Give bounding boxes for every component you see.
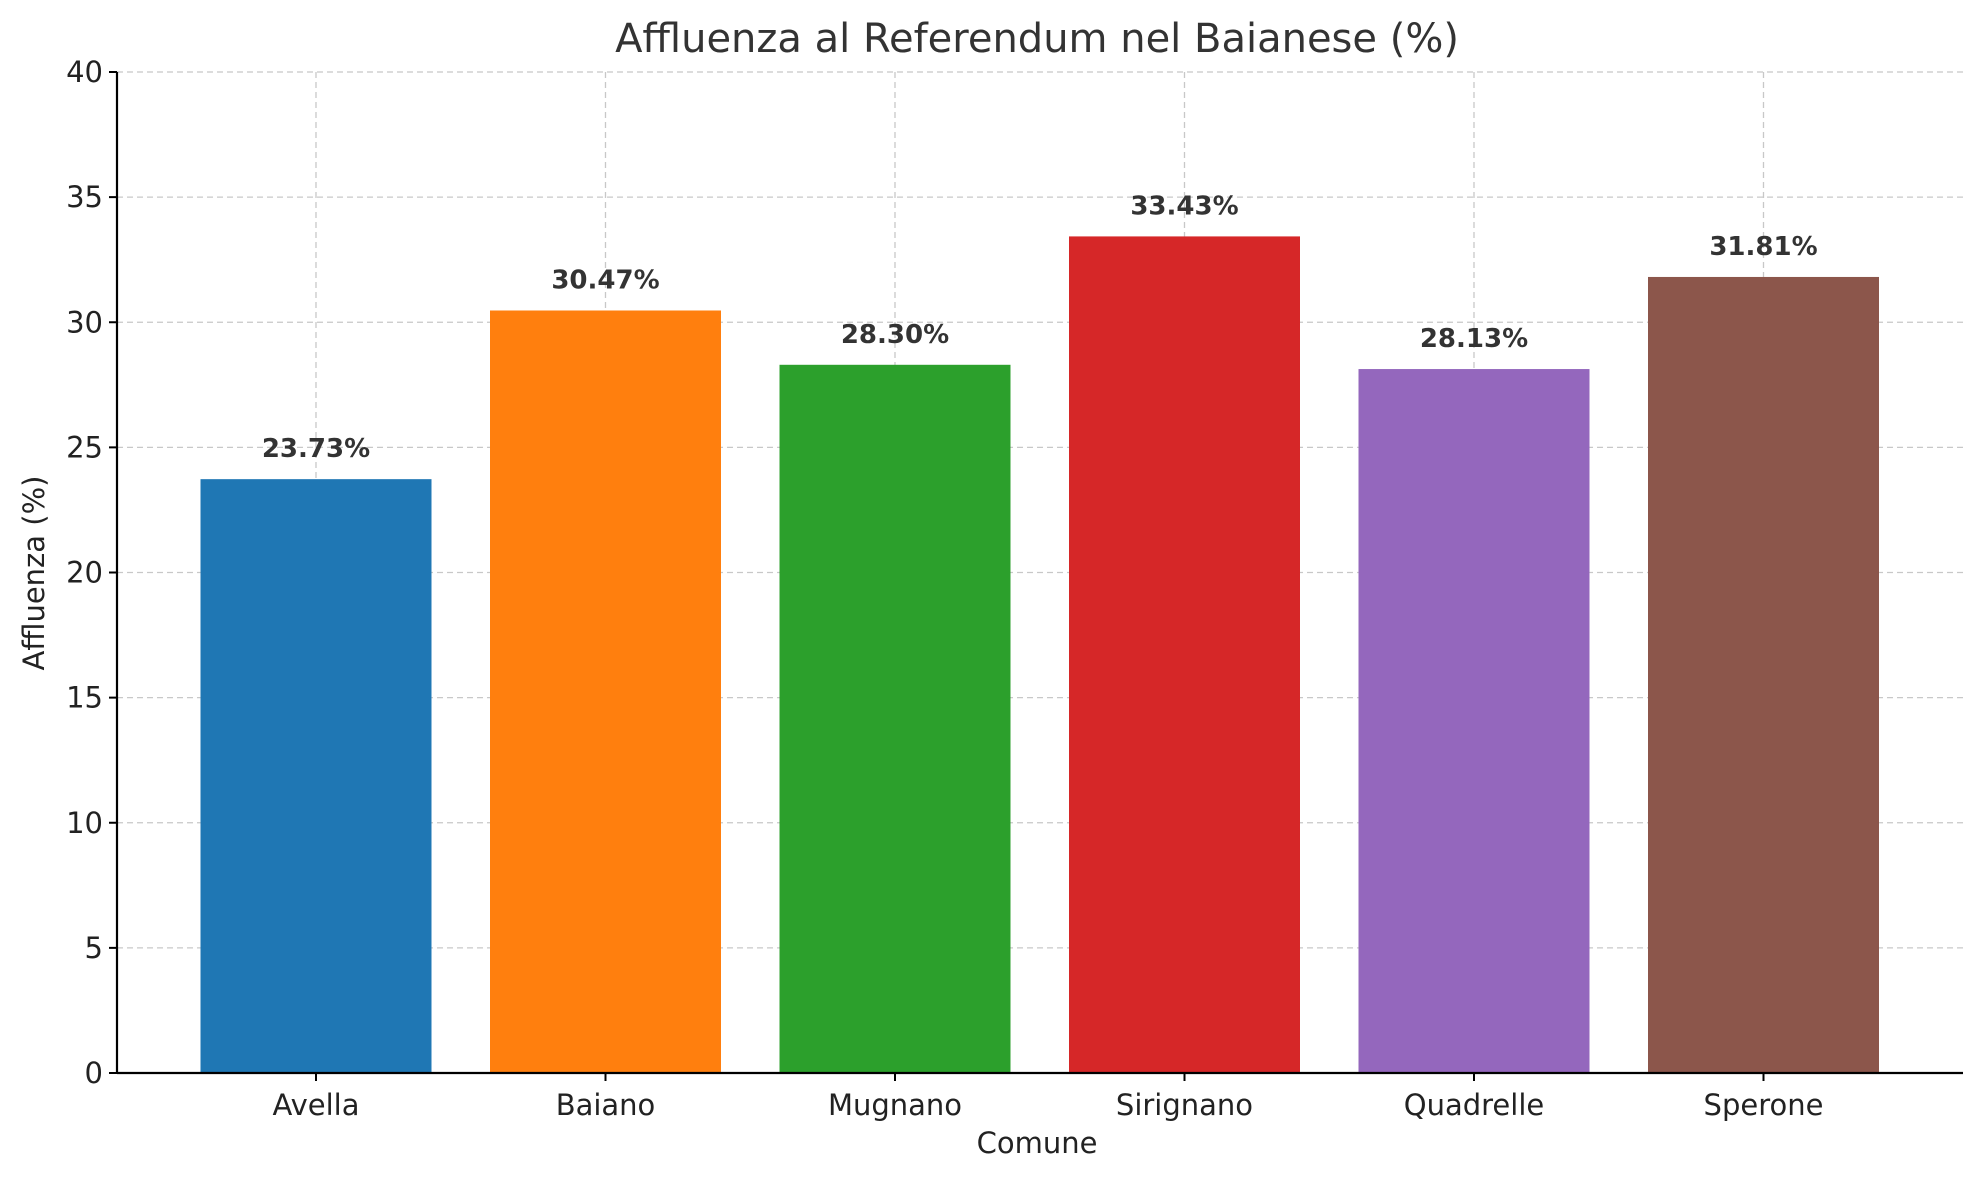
y-tick-label: 5 bbox=[85, 931, 103, 965]
bar-value-label: 30.47% bbox=[551, 265, 659, 295]
x-tick-label: Avella bbox=[272, 1088, 359, 1122]
x-axis-label: Comune bbox=[977, 1126, 1098, 1160]
bar-value-label: 28.13% bbox=[1420, 324, 1528, 354]
y-tick-label: 10 bbox=[66, 806, 103, 840]
y-tick-label: 20 bbox=[66, 556, 103, 590]
x-tick-label: Quadrelle bbox=[1404, 1088, 1544, 1122]
bar bbox=[200, 479, 432, 1073]
bars bbox=[200, 236, 1879, 1074]
bar-value-label: 23.73% bbox=[262, 434, 370, 464]
x-tick-labels: Avella Baiano Mugnano Sirignano Quadrelle Spe… bbox=[272, 1088, 1823, 1122]
x-tick-label: Baiano bbox=[556, 1088, 656, 1122]
y-tick-labels: 0 5 10 15 20 25 30 35 40 bbox=[66, 55, 103, 1090]
chart-title: Affluenza al Referendum nel Baianese (%) bbox=[615, 16, 1459, 62]
bar bbox=[779, 364, 1011, 1074]
y-tick-label: 0 bbox=[85, 1056, 103, 1090]
y-axis-label: Affluenza (%) bbox=[17, 476, 51, 671]
y-tick-label: 40 bbox=[66, 55, 103, 89]
x-tick-label: Sperone bbox=[1704, 1088, 1824, 1122]
bar bbox=[1069, 236, 1300, 1073]
y-tick-label: 30 bbox=[66, 305, 103, 339]
bar bbox=[1358, 369, 1590, 1073]
y-tick-label: 15 bbox=[66, 681, 103, 715]
x-tick-label: Mugnano bbox=[828, 1088, 962, 1122]
bar bbox=[1648, 276, 1879, 1074]
y-tick-label: 25 bbox=[66, 430, 103, 464]
axes bbox=[109, 71, 1963, 1081]
bar-value-label: 28.30% bbox=[841, 320, 949, 350]
bar bbox=[490, 310, 721, 1073]
bar-value-label: 31.81% bbox=[1709, 232, 1817, 262]
x-tick-label: Sirignano bbox=[1116, 1088, 1253, 1122]
data-labels: 23.73% 30.47% 28.30% 33.43% 28.13% 31.81% bbox=[262, 191, 1818, 464]
y-tick-label: 35 bbox=[66, 180, 103, 214]
bar-value-label: 33.43% bbox=[1130, 191, 1238, 221]
